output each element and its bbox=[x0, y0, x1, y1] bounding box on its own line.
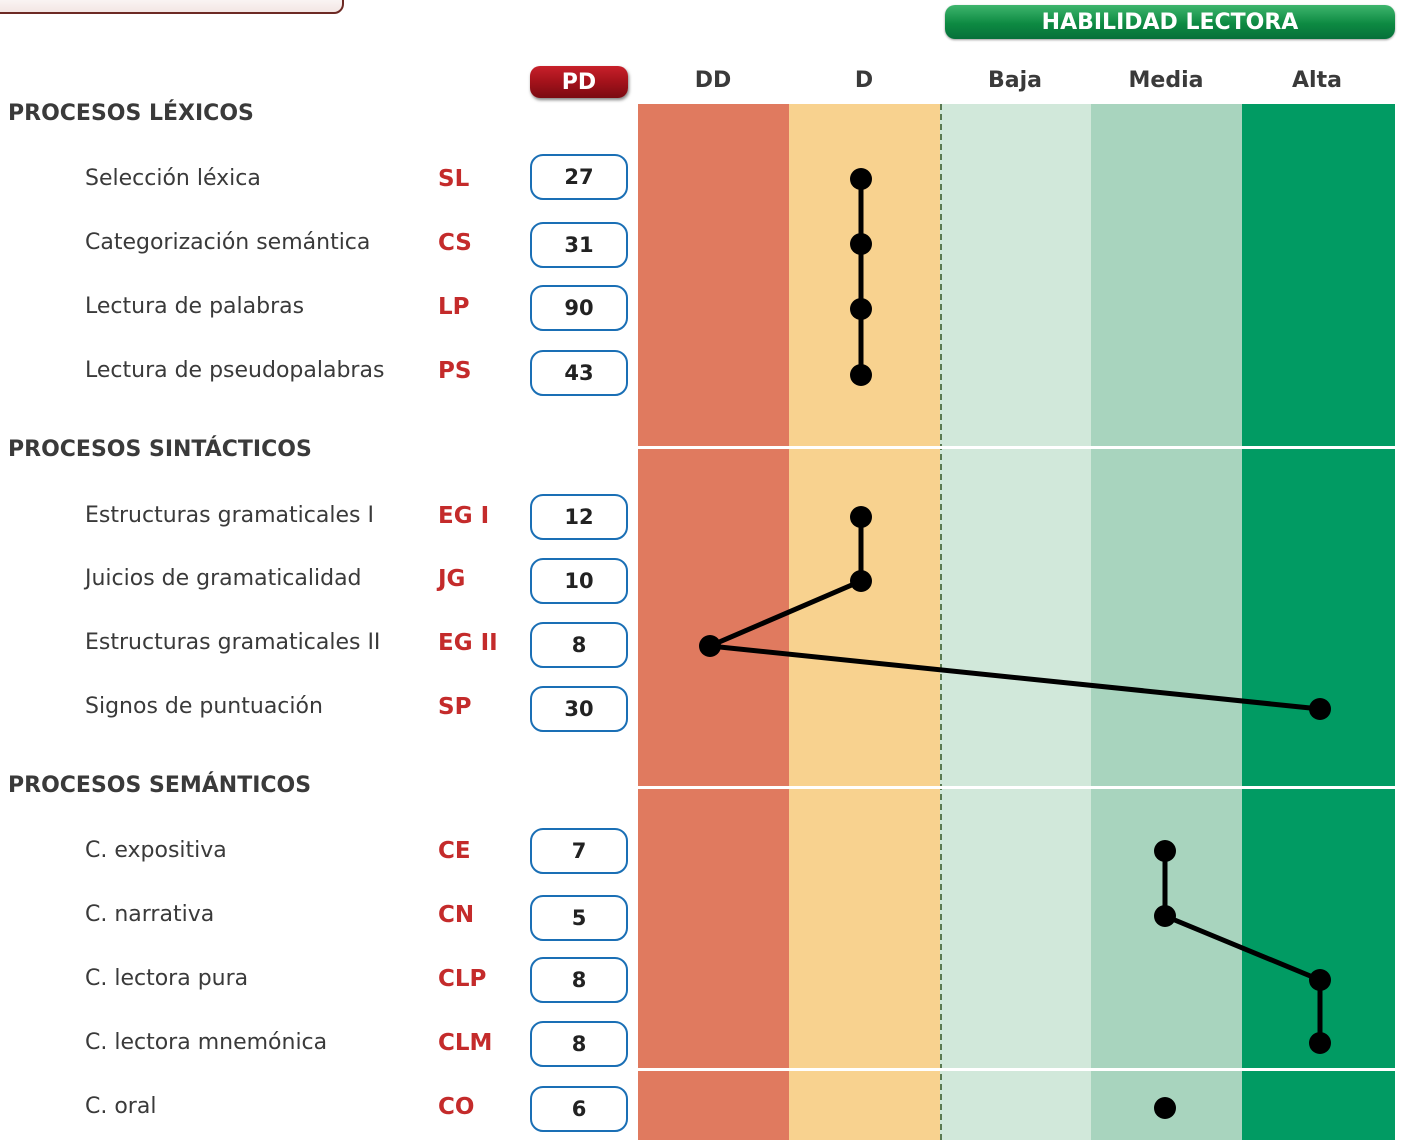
profile-line bbox=[707, 517, 1321, 712]
band-baja bbox=[940, 104, 1091, 1140]
row-label: Lectura de pseudopalabras bbox=[85, 358, 385, 383]
top-tab-decoration bbox=[0, 0, 344, 14]
row-label: Estructuras gramaticales I bbox=[85, 503, 374, 528]
profile-point bbox=[850, 168, 872, 190]
threshold-dashed-line bbox=[940, 104, 942, 1140]
pd-value-box: 8 bbox=[530, 622, 628, 668]
section-separator bbox=[638, 446, 1395, 449]
pd-value-box: 27 bbox=[530, 154, 628, 200]
profile-point bbox=[850, 298, 872, 320]
row-code: SL bbox=[438, 166, 470, 192]
row-code: CLM bbox=[438, 1030, 493, 1056]
profile-point bbox=[699, 635, 721, 657]
pd-value-box: 7 bbox=[530, 828, 628, 874]
row-label: C. expositiva bbox=[85, 838, 227, 863]
column-header-alta: Alta bbox=[1292, 68, 1342, 93]
row-code: CN bbox=[438, 902, 475, 928]
row-label: C. narrativa bbox=[85, 902, 215, 927]
profile-point bbox=[1154, 1097, 1176, 1119]
pd-value-box: 43 bbox=[530, 350, 628, 396]
habilidad-lectora-header: HABILIDAD LECTORA bbox=[945, 5, 1395, 39]
row-code: EG II bbox=[438, 630, 498, 656]
row-label: Juicios de gramaticalidad bbox=[85, 566, 362, 591]
column-header-dd: DD bbox=[694, 68, 732, 93]
profile-point bbox=[850, 506, 872, 528]
row-code: CS bbox=[438, 230, 472, 256]
row-code: LP bbox=[438, 294, 470, 320]
pd-value-box: 8 bbox=[530, 1021, 628, 1067]
band-media bbox=[1091, 104, 1242, 1140]
profile-point bbox=[1154, 905, 1176, 927]
row-label: C. oral bbox=[85, 1094, 157, 1119]
row-code: CLP bbox=[438, 966, 487, 992]
row-label: Lectura de palabras bbox=[85, 294, 305, 319]
row-code: PS bbox=[438, 358, 472, 384]
column-header-media: Media bbox=[1128, 68, 1204, 93]
row-code: JG bbox=[438, 566, 466, 592]
row-code: SP bbox=[438, 694, 472, 720]
row-label: C. lectora pura bbox=[85, 966, 249, 991]
profile-point bbox=[850, 233, 872, 255]
pd-value-box: 10 bbox=[530, 558, 628, 604]
pd-value-box: 30 bbox=[530, 686, 628, 732]
band-alta bbox=[1242, 104, 1395, 1140]
pd-value-box: 5 bbox=[530, 895, 628, 941]
section-separator bbox=[638, 786, 1395, 789]
column-header-d: D bbox=[854, 68, 874, 93]
row-label: Selección léxica bbox=[85, 166, 261, 191]
profile-line bbox=[1162, 851, 1323, 1043]
section-title-sintacticos: PROCESOS SINTÁCTICOS bbox=[8, 437, 312, 462]
row-label: Categorización semántica bbox=[85, 230, 371, 255]
pd-value-box: 12 bbox=[530, 494, 628, 540]
profile-point bbox=[1309, 698, 1331, 720]
band-d bbox=[789, 104, 940, 1140]
column-header-baja: Baja bbox=[987, 68, 1042, 93]
profile-point bbox=[1309, 969, 1331, 991]
row-label: C. lectora mnemónica bbox=[85, 1030, 328, 1055]
pd-value-box: 90 bbox=[530, 285, 628, 331]
profile-point bbox=[850, 364, 872, 386]
section-separator bbox=[638, 1068, 1395, 1071]
pd-value-box: 6 bbox=[530, 1086, 628, 1132]
row-label: Estructuras gramaticales II bbox=[85, 630, 381, 655]
profile-point bbox=[1309, 1032, 1331, 1054]
row-code: CE bbox=[438, 838, 471, 864]
row-code: CO bbox=[438, 1094, 475, 1120]
section-title-semanticos: PROCESOS SEMÁNTICOS bbox=[8, 773, 312, 798]
pd-value-box: 31 bbox=[530, 222, 628, 268]
row-label: Signos de puntuación bbox=[85, 694, 323, 719]
profile-point bbox=[850, 570, 872, 592]
section-title-lexicos: PROCESOS LÉXICOS bbox=[8, 101, 254, 126]
profile-point bbox=[1154, 840, 1176, 862]
pd-value-box: 8 bbox=[530, 957, 628, 1003]
pd-column-header: PD bbox=[530, 66, 628, 98]
row-code: EG I bbox=[438, 503, 490, 529]
